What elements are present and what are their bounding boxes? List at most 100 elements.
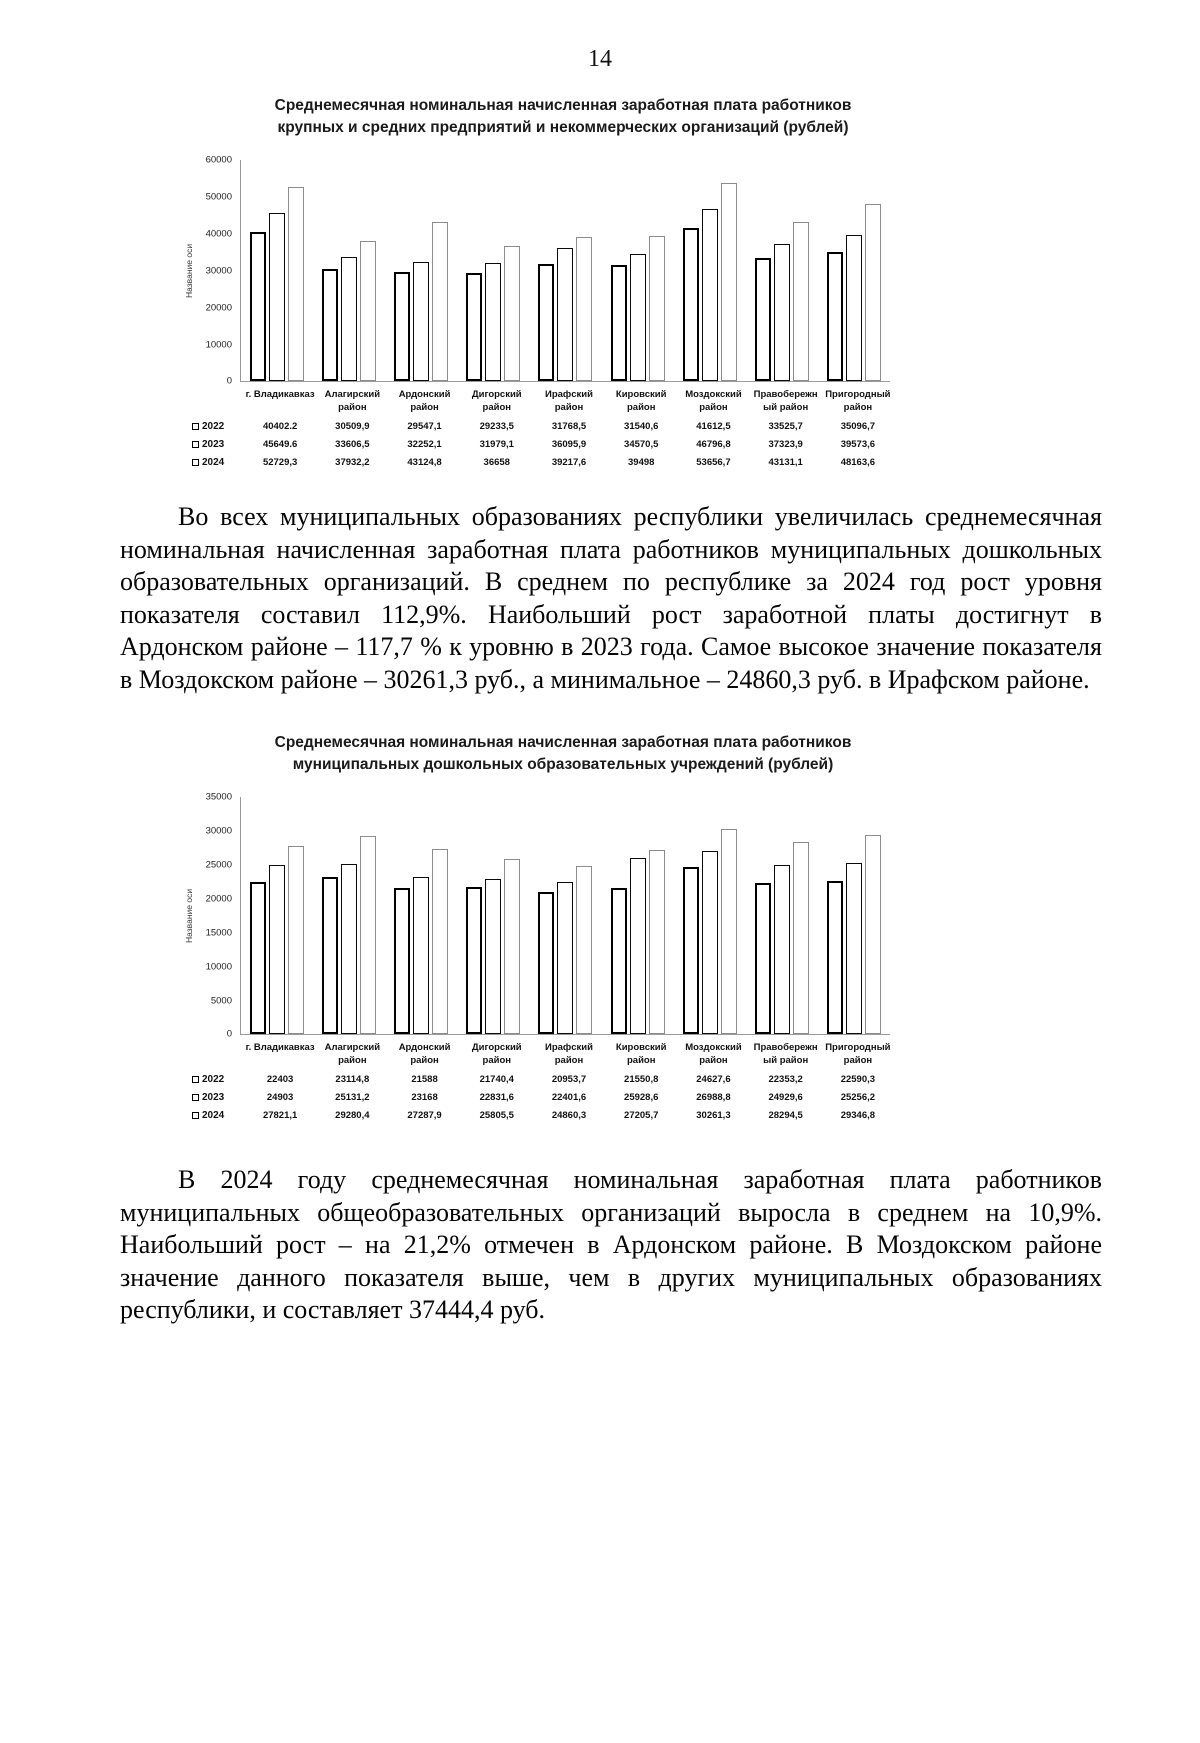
value-cell: 26988,8 bbox=[696, 1092, 731, 1104]
bar-2023 bbox=[773, 244, 790, 382]
bar-2022 bbox=[250, 232, 267, 382]
bar-2023 bbox=[413, 877, 430, 1035]
value-cell: 33525,7 bbox=[768, 421, 803, 433]
category-label: Алагирский район bbox=[324, 389, 381, 413]
y-tick-label: 50000 bbox=[205, 191, 232, 203]
bar-group bbox=[313, 160, 385, 382]
bar-2023 bbox=[845, 863, 862, 1035]
table-corner bbox=[182, 1038, 244, 1070]
plot-canvas bbox=[240, 797, 890, 1036]
y-tick-label: 5000 bbox=[210, 995, 232, 1007]
value-cell: 45649.6 bbox=[262, 439, 298, 451]
bar-2022 bbox=[682, 867, 699, 1035]
value-cell: 43124,8 bbox=[407, 457, 442, 469]
value-cell: 22401,6 bbox=[551, 1092, 587, 1104]
value-cell: 39573,6 bbox=[840, 439, 876, 451]
year-text: 2023 bbox=[202, 439, 225, 451]
bar-2022 bbox=[394, 888, 411, 1035]
y-tick-label: 60000 bbox=[205, 154, 232, 166]
bar-group bbox=[241, 160, 313, 382]
y-axis-ticks: 60000 50000 40000 30000 20000 10000 0 bbox=[196, 155, 240, 387]
value-cell: 22590,3 bbox=[840, 1074, 876, 1086]
series-year-label: 2023 bbox=[182, 1088, 244, 1106]
category-label: Ирафский район bbox=[545, 1042, 593, 1066]
bar-group bbox=[529, 797, 601, 1035]
bar-2024 bbox=[432, 849, 449, 1035]
value-cell: 43131,1 bbox=[768, 457, 803, 469]
bar-2024 bbox=[864, 835, 881, 1035]
bar-2023 bbox=[701, 851, 718, 1035]
paragraph-preschool-wages: Во всех муниципальных образованиях респу… bbox=[120, 502, 1102, 694]
value-cell: 22831,6 bbox=[479, 1092, 514, 1104]
value-cell: 31540,6 bbox=[624, 421, 659, 433]
value-cell: 22353,2 bbox=[768, 1074, 803, 1086]
page-number: 14 bbox=[588, 46, 612, 72]
bar-2024 bbox=[288, 187, 305, 382]
value-cell: 28294,5 bbox=[768, 1110, 803, 1122]
bar-2022 bbox=[466, 273, 483, 382]
year-text: 2024 bbox=[202, 1110, 225, 1122]
value-cell: 39498 bbox=[628, 457, 655, 469]
value-cell: 46796,8 bbox=[696, 439, 731, 451]
bar-2023 bbox=[629, 858, 646, 1035]
bar-2023 bbox=[269, 865, 286, 1035]
series-year-label: 2022 bbox=[182, 417, 244, 435]
bar-2024 bbox=[504, 246, 521, 382]
bar-2023 bbox=[629, 254, 646, 382]
bar-2024 bbox=[648, 850, 665, 1035]
series-year-label: 2024 bbox=[182, 1106, 244, 1124]
plot-canvas bbox=[240, 160, 890, 383]
y-tick-label: 0 bbox=[226, 1028, 232, 1040]
bar-2023 bbox=[269, 213, 286, 382]
value-cell: 20953,7 bbox=[551, 1074, 587, 1086]
value-cell: 52729,3 bbox=[262, 457, 298, 469]
bar-2024 bbox=[720, 829, 737, 1035]
year-text: 2022 bbox=[202, 1074, 225, 1086]
value-cell: 22403 bbox=[266, 1074, 294, 1086]
value-cell: 35096,7 bbox=[840, 421, 876, 433]
bar-2022 bbox=[322, 269, 339, 382]
legend-square-icon bbox=[192, 459, 199, 467]
category-label: Ардонский район bbox=[398, 1042, 451, 1066]
value-cell: 31768,5 bbox=[551, 421, 587, 433]
value-cell: 27821,1 bbox=[262, 1110, 298, 1122]
bar-2022 bbox=[826, 252, 843, 382]
bar-group bbox=[529, 160, 601, 382]
bar-2024 bbox=[576, 237, 593, 382]
bar-2024 bbox=[504, 859, 521, 1035]
table-corner bbox=[182, 385, 244, 417]
bar-2024 bbox=[360, 836, 377, 1035]
y-tick-label: 15000 bbox=[205, 927, 232, 939]
value-cell: 29233,5 bbox=[479, 421, 514, 433]
year-text: 2023 bbox=[202, 1092, 225, 1104]
y-tick-label: 20000 bbox=[205, 302, 232, 314]
chart-wages-enterprises: Среднемесячная номинальная начисленная з… bbox=[182, 95, 894, 471]
value-cell: 41612,5 bbox=[696, 421, 731, 433]
value-cell: 48163,6 bbox=[840, 457, 876, 469]
value-cell: 24627,6 bbox=[696, 1074, 731, 1086]
legend-square-icon bbox=[192, 1112, 199, 1120]
chart-title: Среднемесячная номинальная начисленная з… bbox=[274, 734, 852, 773]
series-year-label: 2024 bbox=[182, 453, 244, 471]
bar-2024 bbox=[288, 846, 305, 1035]
category-label: г. Владикавказ bbox=[245, 1042, 315, 1054]
bar-group bbox=[746, 797, 818, 1035]
bar-group bbox=[385, 160, 457, 382]
bar-2024 bbox=[360, 241, 377, 382]
category-label: Пригородный район bbox=[825, 389, 891, 413]
y-tick-label: 0 bbox=[226, 375, 232, 387]
chart-data-table: г. Владикавказ Алагирский район Ардонский … bbox=[182, 1038, 894, 1124]
paragraph-school-wages: В 2024 году среднемесячная номинальная з… bbox=[120, 1165, 1102, 1325]
bar-group bbox=[602, 160, 674, 382]
bar-2023 bbox=[773, 865, 790, 1035]
y-tick-label: 25000 bbox=[205, 859, 232, 871]
bar-2023 bbox=[557, 248, 574, 382]
bar-2022 bbox=[250, 882, 267, 1035]
y-tick-label: 40000 bbox=[205, 228, 232, 240]
value-cell: 25805,5 bbox=[479, 1110, 514, 1122]
bar-group bbox=[241, 797, 313, 1035]
category-label: Дигорский район bbox=[471, 1042, 522, 1066]
category-label: г. Владикавказ bbox=[245, 389, 315, 401]
value-cell: 24903 bbox=[266, 1092, 294, 1104]
bar-2024 bbox=[576, 866, 593, 1035]
